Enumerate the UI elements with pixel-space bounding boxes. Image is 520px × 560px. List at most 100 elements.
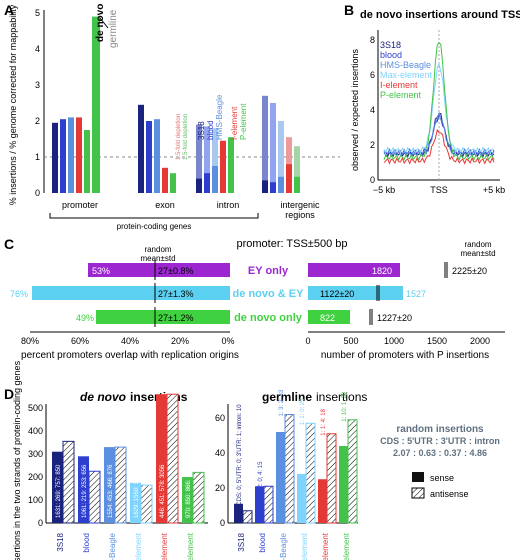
d-ytick: 400 (28, 426, 43, 436)
panel-a-ytick: 2 (35, 116, 40, 126)
d-denovo-bar-antisense (140, 484, 153, 524)
panel-b-series-line (383, 62, 495, 155)
panel-a-bar (228, 137, 234, 193)
panel-b-series-line (383, 128, 495, 165)
panel-a-bar (60, 119, 66, 193)
d-germline-bar-text: 1: 10: 1: 29 (342, 391, 348, 422)
d-denovo-x-label: blood (82, 533, 91, 553)
c-right-xtick: 2000 (470, 336, 490, 346)
legend-antisense-swatch (411, 487, 425, 499)
d-germline-bar-text: CDS: 0; 5'UTR: 0; 3'UTR: 1; intron: 10 (237, 404, 243, 506)
panel-a-bar-germline (294, 146, 300, 193)
panel-a-bar (204, 173, 210, 193)
d-denovo-bar-sense (130, 482, 141, 523)
panel-a-ytick: 1 (35, 152, 40, 162)
panel-a-bar (212, 166, 218, 193)
d-germline-x-label: P-element (342, 532, 351, 560)
c-left-bar-denovo-ey (32, 286, 230, 300)
d-germline-title: germline insertions (262, 390, 367, 404)
d-germline-bar-sense (318, 479, 327, 523)
panel-a-bar (294, 176, 300, 193)
panel-b-xtick: −5 kb (373, 185, 395, 195)
d-denovo-bar-text: 970: 850: 866: 1504 (186, 464, 192, 518)
panel-a-ylabel: % insertions / % genome corrected for ma… (8, 4, 18, 205)
panel-c-random-left: random (144, 245, 171, 254)
d-germline-bar-antisense (284, 414, 295, 524)
legend-hms-beagle: HMS-Beagle (380, 60, 431, 70)
panel-a-bar-germline (278, 121, 284, 193)
legend-max-element: Max-element (380, 70, 433, 80)
panel-a-bar-germline (270, 103, 276, 193)
c-left-bar-ey-only (88, 263, 230, 277)
panel-a-bar (162, 167, 168, 193)
legend-p-element: P-element (380, 90, 422, 100)
panel-b-xtick: +5 kb (483, 185, 505, 195)
c-left-xtick: 0% (221, 336, 234, 346)
d-germline-bar-antisense (326, 433, 337, 524)
d-denovo-bar-text: 1629: 1550: 193: 343 (134, 461, 140, 518)
c-left-xtick: 40% (121, 336, 139, 346)
panel-a-bar-denovo-p (92, 16, 100, 193)
panel-a-letter: A (4, 2, 15, 18)
d-germline-ytick: 60 (215, 413, 225, 423)
d-denovo-bar-text: 1631: 269: 757: 850 (56, 464, 62, 518)
panel-b-lines (383, 41, 495, 165)
panel-a-group-label: exon (155, 200, 175, 210)
c-right-xtick: 1000 (384, 336, 404, 346)
c-left-random: 27±1.2% (158, 313, 193, 323)
panel-a-ytick: 0 (35, 188, 40, 198)
d-germline-title-suffix: insertions (316, 390, 367, 404)
d-denovo-bar-text: 1061: 219: 253: 656 (82, 464, 88, 518)
d-ytick: 500 (28, 403, 43, 413)
panel-a-bar (146, 121, 152, 193)
d-ytick: 200 (28, 472, 43, 482)
legend-i-element: I-element (230, 106, 239, 140)
legend-i-element: I-element (380, 80, 418, 90)
c-left-random: 27±0.8% (158, 266, 193, 276)
c-left-xlabel: percent promoters overlap with replicati… (21, 350, 239, 361)
panel-a-bar (196, 178, 202, 193)
d-germline-x-label: blood (258, 533, 267, 553)
panel-a-bracket (49, 213, 259, 219)
panel-a-group-label: intron (217, 200, 240, 210)
panel-a-bar (270, 182, 276, 193)
d-germline-ytick: 40 (215, 448, 225, 458)
panel-b-xtick: TSS (430, 185, 448, 195)
c-right-bar-ey-only (308, 263, 400, 277)
d-germline-bar-text: 1: 1: 0: 25 (300, 398, 306, 425)
d-denovo-bar-sense (182, 477, 193, 523)
d-germline-bar-text: 2: 0; 4: 15 (258, 461, 264, 488)
intergenic-label: intergenic (280, 200, 320, 210)
panel-a-bar-germline (204, 126, 210, 193)
panel-b: de novo insertions around TSS observed /… (350, 9, 520, 195)
d-germline-bar-sense (297, 474, 306, 523)
c-right-val: 1820 (372, 266, 392, 276)
d-germline-title-em: germline (262, 390, 312, 404)
d-denovo-bar-antisense (62, 440, 75, 524)
panel-c-random-right: random (464, 240, 491, 249)
c-right-xtick: 1500 (427, 336, 447, 346)
panel-c: promoter: TSS±500 bp random mean±std ran… (10, 238, 505, 361)
d-germline-x-label: 3S18 (237, 532, 246, 551)
d-germline-bar-antisense (242, 510, 253, 524)
d-germline-ytick: 0 (220, 518, 225, 528)
d-random-line1: CDS : 5'UTR : 3'UTR : intron (380, 436, 500, 446)
c-left-pct: 53% (92, 266, 110, 276)
d-germline-bars: CDS: 0; 5'UTR: 0; 3'UTR: 1; intron: 10 3S… (234, 389, 358, 560)
c-right-random: 2225±20 (452, 266, 487, 276)
d-random-line2: 2.07 : 0.63 : 0.37 : 4.86 (393, 448, 487, 458)
c-left-xtick: 80% (21, 336, 39, 346)
c-left-xtick: 20% (171, 336, 189, 346)
d-ytick: 300 (28, 449, 43, 459)
legend-blood: blood (380, 50, 402, 60)
panel-d: n. insertions in the two strands of prot… (12, 360, 500, 560)
panel-c-meanstd-left: mean±std (140, 254, 175, 263)
d-denovo-x-label: P-element (186, 532, 195, 560)
legend-hms-beagle: HMS-Beagle (215, 94, 224, 140)
panel-a-denovo-label: de novo (95, 4, 106, 42)
panel-b-ytick: 4 (370, 105, 375, 115)
panel-b-ytick: 0 (370, 175, 375, 185)
c-category-label: de novo & EY (233, 288, 305, 300)
d-germline-bar-sense (234, 503, 243, 523)
c-left-pct: 49% (76, 313, 94, 323)
